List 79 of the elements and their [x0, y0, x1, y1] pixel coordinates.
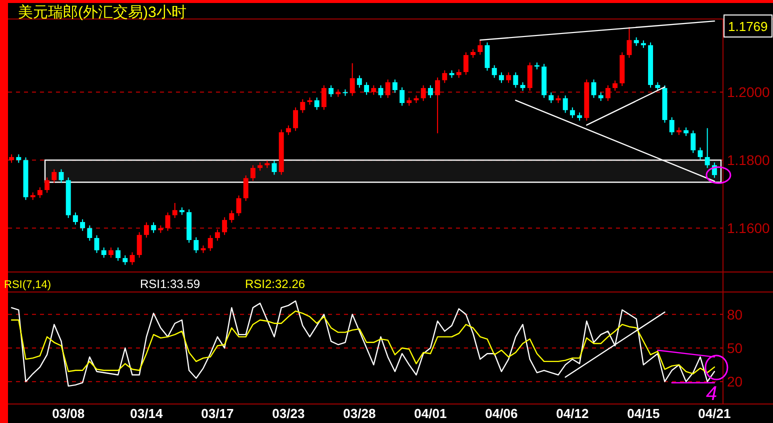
text: RSI1:33.59 — [140, 277, 200, 291]
candlestick — [442, 70, 448, 84]
candlestick — [87, 224, 92, 242]
x-tick-label: 04/01 — [414, 406, 447, 421]
x-tick-label: 03/08 — [52, 406, 85, 421]
candlestick — [236, 194, 242, 216]
candlestick — [669, 116, 674, 136]
x-tick-label: 04/06 — [485, 406, 518, 421]
candlestick — [356, 74, 362, 88]
y-tick-label: 80 — [727, 306, 743, 322]
candlestick — [364, 82, 370, 96]
y-tick-label: 1.2000 — [727, 84, 770, 100]
candlestick — [371, 84, 376, 96]
candlestick — [428, 84, 433, 98]
candlestick — [165, 212, 170, 232]
candlestick — [605, 84, 610, 102]
candlestick — [208, 234, 213, 252]
candlestick — [498, 72, 504, 84]
candlestick — [286, 124, 291, 136]
x-tick-label: 03/28 — [343, 406, 376, 421]
candlestick — [101, 247, 106, 258]
candlestick — [570, 106, 575, 118]
y-tick-label: 1.1800 — [727, 152, 770, 168]
candlestick — [350, 62, 355, 96]
candlestick — [612, 80, 618, 92]
candlestick — [704, 128, 710, 168]
candlestick — [626, 26, 632, 58]
candlestick — [328, 84, 334, 98]
candlestick — [144, 222, 149, 238]
candlestick — [548, 92, 554, 104]
candlestick — [506, 72, 512, 84]
annotation: 4 — [706, 383, 718, 405]
y-tick-label: 50 — [727, 340, 743, 356]
candlestick — [690, 130, 696, 154]
candlestick — [243, 174, 248, 202]
chart-title: 美元瑞郎(外汇交易)3小时 — [18, 4, 186, 21]
candlestick — [293, 106, 298, 132]
candlestick — [229, 210, 234, 224]
candlestick — [420, 84, 426, 102]
candlestick — [272, 160, 277, 176]
candlestick — [314, 97, 320, 110]
candlestick — [392, 79, 398, 94]
candlestick — [321, 84, 326, 110]
candlestick — [122, 254, 128, 266]
candlestick — [44, 176, 50, 194]
candlestick — [194, 236, 199, 254]
candlestick — [562, 95, 568, 114]
candlestick — [435, 76, 440, 134]
candlestick — [300, 98, 306, 114]
candlestick — [108, 247, 114, 258]
candlestick — [527, 62, 532, 92]
candlestick — [80, 218, 86, 232]
text: 1.1769 — [728, 19, 768, 34]
y-tick-label: 1.1600 — [727, 220, 770, 236]
candlestick — [136, 232, 142, 258]
candlestick — [463, 52, 468, 76]
candlestick — [400, 86, 405, 106]
candlestick — [72, 212, 78, 226]
x-tick-label: 04/15 — [627, 406, 660, 421]
candlestick — [151, 222, 156, 234]
candlestick — [37, 186, 42, 198]
candlestick — [484, 42, 490, 72]
candlestick — [214, 228, 220, 242]
x-tick-label: 03/17 — [201, 406, 234, 421]
candlestick — [52, 168, 57, 184]
candlestick — [116, 247, 121, 262]
candlestick — [492, 64, 497, 78]
x-tick-label: 04/21 — [698, 406, 731, 421]
candlestick — [222, 216, 228, 236]
candlestick — [478, 40, 483, 56]
candlestick — [250, 164, 256, 182]
candlestick — [513, 72, 518, 88]
y-tick-label: 20 — [727, 374, 743, 390]
candlestick — [385, 79, 390, 98]
x-tick-label: 03/23 — [272, 406, 305, 421]
x-tick-label: 03/14 — [130, 406, 164, 421]
candlestick — [172, 202, 178, 218]
x-tick-label: 04/12 — [556, 406, 589, 421]
series-label: RSI2:32.26 — [245, 277, 306, 291]
